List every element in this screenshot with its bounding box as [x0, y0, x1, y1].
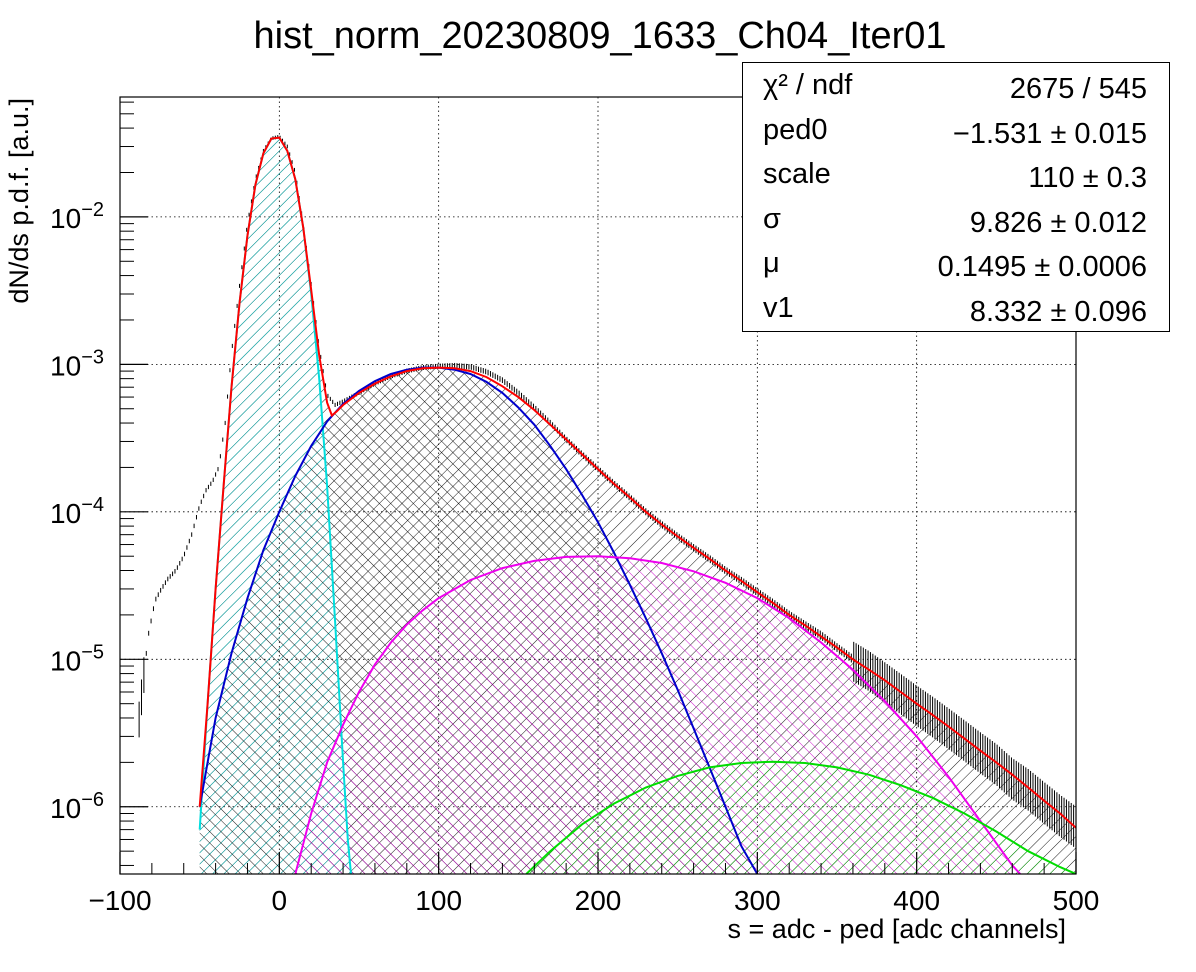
y-tick-label: 10−6 [50, 789, 104, 824]
x-tick-label: 500 [1053, 885, 1100, 916]
fit-component-curve [294, 555, 1021, 874]
fit-parameter-name: v1 [763, 291, 794, 324]
y-tick-label: 10−2 [50, 199, 104, 234]
fit-parameter-name: scale [763, 158, 831, 190]
fit-parameter-value: −1.531 ± 0.015 [952, 117, 1147, 150]
fit-parameter-row: χ² / ndf 2675 / 545 [743, 63, 1169, 108]
fit-parameter-name: μ [763, 247, 780, 279]
fit-parameter-row: ped0 −1.531 ± 0.015 [743, 108, 1169, 153]
y-axis-label: dN/ds p.d.f. [a.u.] [4, 98, 34, 304]
total-fit-curve [198, 136, 1076, 829]
y-tick-label: 10−3 [50, 346, 104, 381]
fit-parameter-name: ped0 [763, 113, 828, 146]
x-tick-label: −100 [88, 885, 151, 916]
y-tick-label: 10−4 [50, 494, 104, 529]
fit-parameter-name: χ² / ndf [763, 69, 853, 101]
fit-curves [198, 136, 1076, 874]
x-tick-label: 300 [734, 885, 781, 916]
x-axis-label: s = adc - ped [adc channels] [728, 914, 1066, 944]
fit-parameter-value: 8.332 ± 0.096 [969, 295, 1147, 328]
fit-parameter-name: σ [763, 202, 781, 235]
fit-component-hatch [526, 761, 1076, 874]
fit-parameter-row: scale 110 ± 0.3 [743, 152, 1169, 197]
fit-parameter-row: μ 0.1495 ± 0.0006 [743, 241, 1169, 286]
x-tick-label: 0 [272, 885, 288, 916]
fit-parameter-value: 110 ± 0.3 [1028, 162, 1147, 194]
x-tick-label: 200 [575, 885, 622, 916]
fit-parameter-row: σ 9.826 ± 0.012 [743, 197, 1169, 242]
fit-parameter-value: 2675 / 545 [1009, 73, 1147, 105]
fit-parameter-row: v1 8.332 ± 0.096 [743, 286, 1169, 331]
fit-component-curve [525, 760, 1076, 874]
fit-parameter-value: 9.826 ± 0.012 [969, 206, 1147, 239]
chart-title: hist_norm_20230809_1633_Ch04_Iter01 [254, 15, 947, 57]
x-tick-label: 400 [893, 885, 940, 916]
x-tick-label: 100 [415, 885, 462, 916]
y-tick-label: 10−5 [50, 641, 104, 676]
fit-parameter-value: 0.1495 ± 0.0006 [937, 251, 1147, 283]
axes: −100 0 100 200 300 400 500 10−6 10−5 10−4 10−3 10−2 [50, 101, 1100, 916]
fit-component-curve [198, 366, 759, 874]
fit-statistics-box: χ² / ndf 2675 / 545 ped0 −1.531 ± 0.015 scal… [742, 62, 1170, 332]
fit-component-fills [199, 137, 1076, 874]
